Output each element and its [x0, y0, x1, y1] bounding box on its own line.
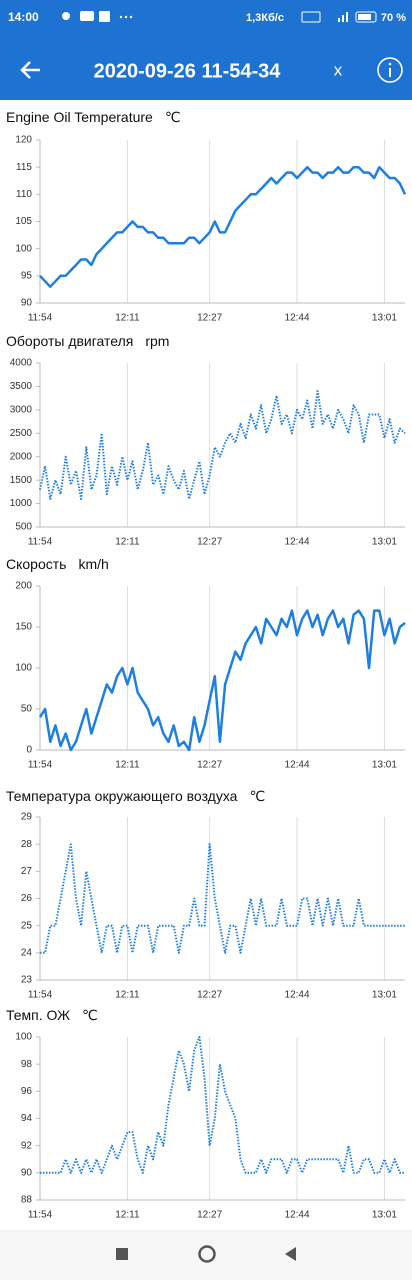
chart-title: Обороты двигателя rpm [6, 333, 169, 349]
data-line [40, 1036, 405, 1174]
data-line [38, 609, 406, 752]
x-tick-label: 12:27 [197, 760, 222, 771]
y-tick-label: 2000 [10, 451, 33, 462]
y-tick-label: 120 [15, 135, 32, 146]
x-tick-label: 12:44 [285, 760, 310, 771]
y-tick-label: 50 [21, 704, 33, 715]
x-tick-label: 11:54 [28, 760, 53, 771]
x-tick-label: 12:27 [197, 537, 222, 548]
chart-title-text: Обороты двигателя [6, 333, 133, 349]
x-tick-label: 12:11 [115, 537, 140, 548]
close-button[interactable]: x [334, 60, 343, 79]
x-tick-label: 12:44 [285, 1210, 310, 1221]
x-tick-label: 11:54 [28, 313, 53, 324]
data-line [39, 165, 407, 288]
y-tick-label: 110 [16, 189, 32, 200]
x-tick-label: 12:44 [285, 313, 310, 324]
x-tick-label: 13:01 [372, 1210, 397, 1221]
y-tick-label: 95 [21, 270, 33, 281]
chart-unit: ℃ [165, 109, 181, 125]
x-tick-label: 13:01 [372, 990, 397, 1001]
x-tick-label: 13:01 [372, 537, 397, 548]
x-tick-label: 12:11 [115, 990, 140, 1001]
y-tick-label: 25 [21, 920, 33, 931]
y-tick-label: 26 [21, 893, 33, 904]
x-tick-label: 11:54 [28, 990, 53, 1001]
info-button[interactable] [377, 57, 403, 83]
x-tick-label: 12:44 [285, 990, 310, 1001]
y-tick-label: 24 [21, 947, 33, 958]
status-time: 14:00 [8, 10, 39, 24]
y-tick-label: 88 [21, 1195, 33, 1206]
chart-unit: ℃ [249, 788, 265, 804]
y-tick-label: 94 [21, 1113, 33, 1124]
y-tick-label: 96 [21, 1086, 33, 1097]
chart-unit: km/h [78, 556, 108, 572]
chart-title: Температура окружающего воздуха ℃ [6, 788, 265, 804]
x-tick-label: 12:11 [115, 1210, 140, 1221]
chart-title-text: Темп. ОЖ [6, 1007, 70, 1023]
app-bar-bg [0, 0, 412, 100]
y-tick-label: 4000 [10, 358, 33, 369]
nav-recent[interactable] [116, 1248, 128, 1260]
x-tick-label: 13:01 [372, 760, 397, 771]
y-tick-label: 98 [21, 1059, 33, 1070]
status-speed: 1,3Кб/с [246, 12, 284, 24]
chart-title-text: Температура окружающего воздуха [6, 788, 238, 804]
y-tick-label: 200 [15, 581, 32, 592]
back-button[interactable] [20, 61, 40, 79]
y-tick-label: 105 [15, 216, 32, 227]
y-tick-label: 0 [26, 745, 32, 756]
chart-title: Engine Oil Temperature ℃ [6, 109, 181, 125]
y-tick-label: 23 [21, 975, 33, 986]
status-battery: 70 % [381, 12, 406, 24]
x-tick-label: 12:27 [197, 990, 222, 1001]
y-tick-label: 100 [15, 663, 32, 674]
chart-title: Скорость km/h [6, 556, 109, 572]
chart-title-text: Engine Oil Temperature [6, 109, 153, 125]
y-tick-label: 500 [15, 522, 32, 533]
y-tick-label: 115 [16, 162, 32, 173]
x-tick-label: 12:27 [197, 1210, 222, 1221]
nav-home[interactable] [198, 1245, 216, 1263]
data-line [40, 843, 405, 954]
x-tick-label: 12:27 [197, 313, 222, 324]
y-tick-label: 3000 [10, 404, 33, 415]
chart-title-text: Скорость [6, 556, 66, 572]
y-tick-label: 2500 [10, 428, 33, 439]
y-tick-label: 28 [21, 839, 33, 850]
nav-bar [0, 1230, 412, 1280]
x-tick-label: 11:54 [28, 537, 53, 548]
y-tick-label: 3500 [10, 381, 33, 392]
x-tick-label: 11:54 [28, 1210, 53, 1221]
x-tick-label: 12:11 [115, 760, 140, 771]
nav-back[interactable] [285, 1247, 296, 1261]
y-tick-label: 90 [21, 298, 33, 309]
y-tick-label: 150 [15, 622, 32, 633]
chart-unit: rpm [145, 333, 169, 349]
y-tick-label: 92 [21, 1140, 33, 1151]
y-tick-label: 29 [21, 812, 33, 823]
chart-title: Темп. ОЖ ℃ [6, 1007, 98, 1023]
x-tick-label: 12:11 [115, 313, 140, 324]
y-tick-label: 100 [15, 243, 32, 254]
chart-unit: ℃ [82, 1007, 98, 1023]
x-tick-label: 12:44 [285, 537, 310, 548]
y-tick-label: 1000 [10, 498, 33, 509]
x-tick-label: 13:01 [372, 313, 397, 324]
y-tick-label: 90 [21, 1167, 33, 1178]
header-title: 2020-09-26 11-54-34 [94, 60, 282, 82]
y-tick-label: 100 [15, 1032, 32, 1043]
y-tick-label: 27 [21, 866, 33, 877]
data-line [39, 390, 406, 500]
y-tick-label: 1500 [10, 475, 33, 486]
status-icons [62, 11, 377, 23]
